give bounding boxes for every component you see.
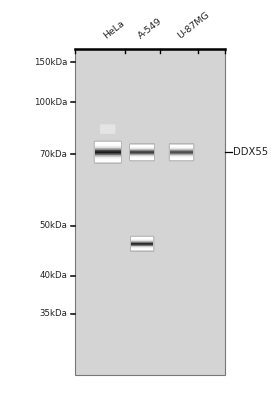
Bar [170,145,193,146]
Bar [95,149,121,150]
Bar [130,150,154,151]
Text: DDX55: DDX55 [233,147,268,157]
Bar [95,147,121,148]
Bar [131,245,153,246]
Bar [130,159,154,160]
Bar [95,153,121,154]
Text: 40kDa: 40kDa [39,271,67,280]
Bar [130,158,154,159]
Bar [95,157,121,158]
Bar [131,246,153,247]
Bar [95,145,121,146]
Text: 100kDa: 100kDa [34,98,67,107]
Bar [95,152,121,153]
Bar [131,238,153,239]
Bar [170,155,193,156]
Bar [95,143,121,144]
Bar [95,154,121,155]
Bar [170,152,193,153]
Bar [130,157,154,158]
Bar [130,145,154,146]
Bar [95,159,121,160]
Bar [170,149,193,150]
Bar [170,153,193,154]
Text: U-87MG: U-87MG [176,10,211,40]
Bar [95,155,121,156]
Bar [170,157,193,158]
Text: A-549: A-549 [137,16,164,40]
Bar [95,146,121,147]
Bar [130,153,154,154]
Bar [95,144,121,145]
Bar [131,249,153,250]
Bar [131,241,153,242]
Bar [95,156,121,157]
Bar [95,158,121,159]
Bar [95,150,121,151]
Bar [95,148,121,149]
Bar [131,247,153,248]
Bar [170,148,193,149]
Bar [131,243,153,244]
Bar [131,242,153,243]
Bar [170,158,193,159]
Bar [130,154,154,155]
Bar [131,237,153,238]
Bar [130,147,154,148]
FancyBboxPatch shape [100,124,115,134]
Bar [131,248,153,249]
Bar [130,152,154,153]
Bar [95,142,121,143]
Bar [170,146,193,147]
Text: 35kDa: 35kDa [39,309,67,318]
Bar [131,239,153,240]
Bar [131,244,153,245]
Bar [170,156,193,157]
Text: 50kDa: 50kDa [39,222,67,230]
Bar [130,146,154,147]
Bar [130,151,154,152]
Bar [95,151,121,152]
Bar [130,148,154,149]
Text: 150kDa: 150kDa [34,58,67,67]
Bar [170,147,193,148]
Bar [130,149,154,150]
Bar [170,144,193,145]
Bar [170,151,193,152]
Text: 70kDa: 70kDa [39,150,67,159]
Bar [75,48,225,375]
Bar [130,156,154,157]
Bar [95,160,121,161]
Bar [170,154,193,155]
Bar [130,144,154,145]
Bar [130,155,154,156]
Text: HeLa: HeLa [102,19,127,40]
Bar [170,150,193,151]
Bar [131,240,153,241]
Bar [95,161,121,162]
Bar [170,159,193,160]
